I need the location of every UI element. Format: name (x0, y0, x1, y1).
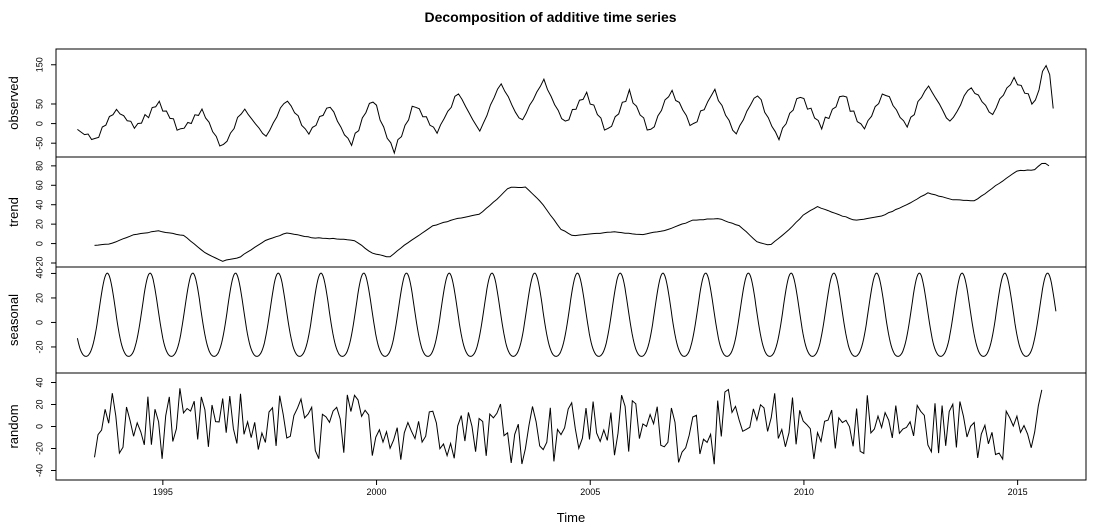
y-tick-label-random: -40 (34, 464, 44, 477)
y-tick-label-observed: 0 (34, 121, 44, 126)
x-tick-label: 2010 (794, 487, 814, 497)
series-line-seasonal (76, 272, 1057, 357)
y-tick-label-trend: -20 (34, 256, 44, 269)
y-label-trend: trend (6, 197, 21, 227)
panel-frame-trend (55, 156, 1087, 268)
chart-title: Decomposition of additive time series (424, 9, 677, 25)
series-line-observed (77, 64, 1054, 155)
y-tick-label-observed: 150 (34, 57, 44, 72)
y-label-seasonal: seasonal (6, 294, 21, 346)
y-tick-label-trend: 40 (34, 200, 44, 210)
y-tick-label-random: -20 (34, 442, 44, 455)
y-tick-label-random: 20 (34, 399, 44, 409)
y-tick-label-seasonal: 0 (34, 320, 44, 325)
series-line-trend (94, 162, 1050, 262)
y-tick-label-random: 0 (34, 424, 44, 429)
y-tick-label-trend: 0 (34, 241, 44, 246)
y-label-observed: observed (6, 76, 21, 129)
y-tick-label-observed: -50 (34, 137, 44, 150)
y-tick-label-seasonal: 20 (34, 293, 44, 303)
x-tick-label: 2015 (1008, 487, 1028, 497)
x-axis-label: Time (556, 510, 586, 525)
y-label-random: random (6, 404, 21, 448)
y-tick-label-trend: 80 (34, 161, 44, 171)
x-tick-label: 1995 (153, 487, 173, 497)
panel-frame-seasonal (55, 266, 1087, 374)
series-line-random (94, 388, 1043, 465)
y-tick-label-trend: 60 (34, 180, 44, 190)
y-tick-label-seasonal: 40 (34, 268, 44, 278)
x-tick-label: 2005 (580, 487, 600, 497)
panel-frame-observed (55, 48, 1087, 158)
y-tick-label-observed: 50 (34, 99, 44, 109)
y-tick-label-seasonal: -20 (34, 340, 44, 353)
y-tick-label-trend: 20 (34, 219, 44, 229)
y-tick-label-random: 40 (34, 377, 44, 387)
x-tick-label: 2000 (367, 487, 387, 497)
